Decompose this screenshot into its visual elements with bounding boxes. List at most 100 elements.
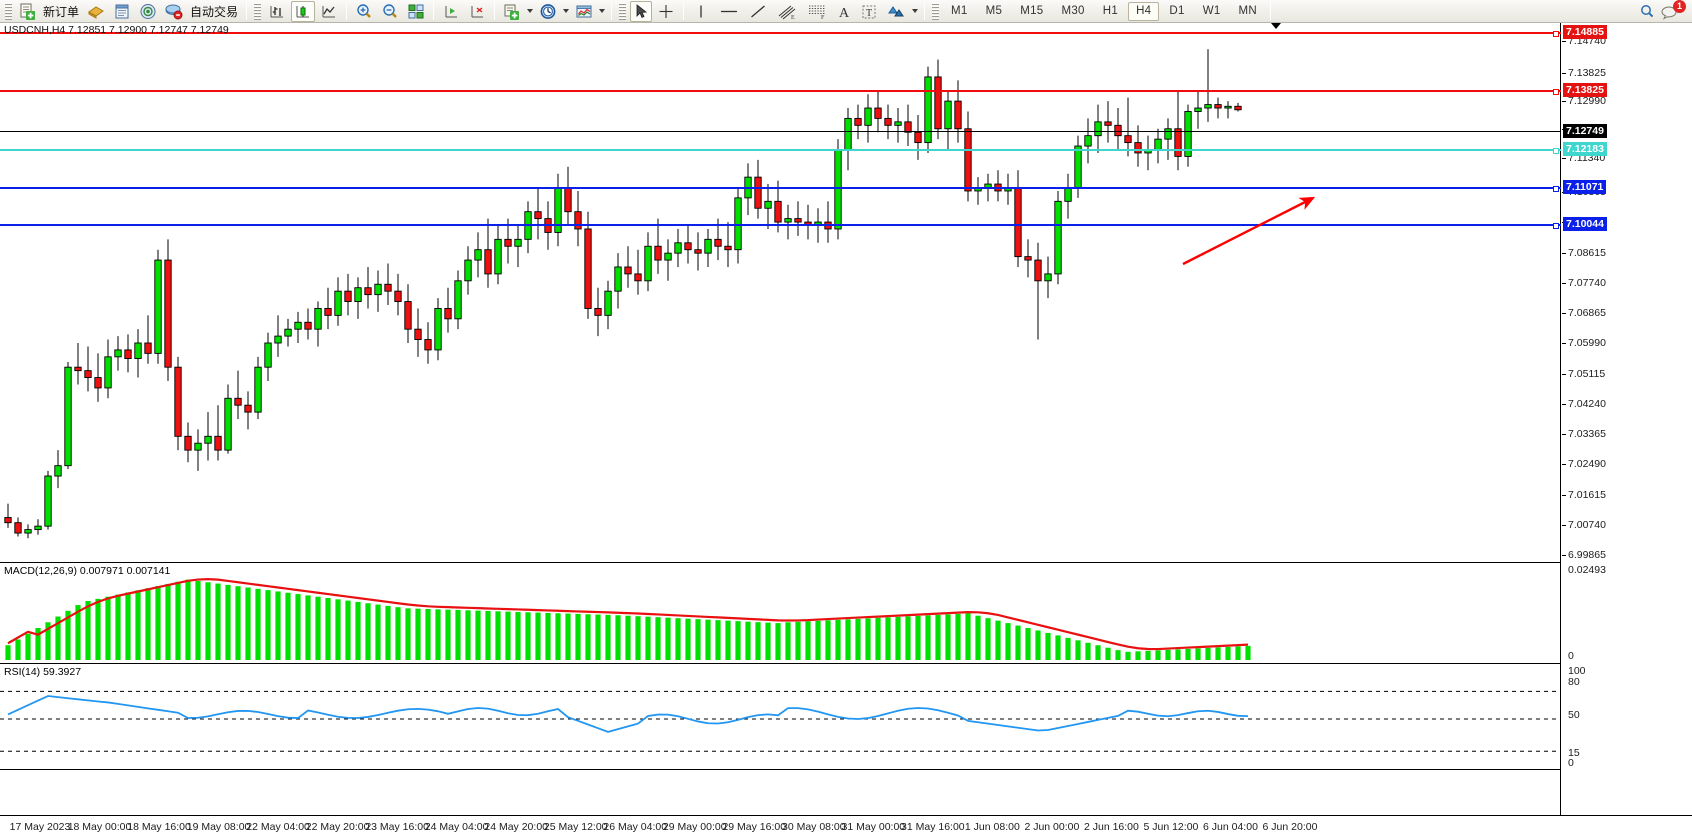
price-label-chip[interactable]: 7.10044	[1563, 217, 1607, 231]
chart-area[interactable]: USDCNH,H4 7.12851 7.12900 7.12747 7.1274…	[0, 23, 1692, 838]
macd-pane[interactable]: MACD(12,26,9) 0.007971 0.007141	[0, 564, 1561, 664]
price-label-chip[interactable]: 7.13825	[1563, 83, 1607, 97]
price-tick: 6.99865	[1562, 549, 1606, 561]
notification-icon[interactable]: 1	[1660, 0, 1686, 21]
toolbar-separator-6	[683, 2, 685, 20]
chart-shift-marker[interactable]	[1271, 23, 1281, 29]
shapes-dropdown-caret[interactable]	[912, 9, 919, 13]
timeframe-group: M1 M5 M15 M30 H1 H4 D1 W1 MN	[942, 1, 1266, 21]
bid-price-line[interactable]	[0, 131, 1561, 132]
time-tick-label: 2 Jun 00:00	[1024, 821, 1080, 833]
resistance-line-2[interactable]	[0, 89, 1561, 95]
resistance-line-1[interactable]	[0, 31, 1561, 37]
data-window-icon[interactable]	[110, 1, 134, 22]
time-tick-label: 29 May 16:00	[722, 821, 787, 833]
price-pane[interactable]: USDCNH,H4 7.12851 7.12900 7.12747 7.1274…	[0, 23, 1561, 563]
period-icon[interactable]	[536, 1, 560, 22]
timeframe-button-m15[interactable]: M15	[1020, 5, 1044, 17]
rsi-scale-0: 0	[1568, 757, 1574, 769]
cursor-icon[interactable]	[630, 0, 653, 22]
zoom-out-icon[interactable]	[378, 1, 402, 22]
toolbar-separator-4	[494, 2, 496, 20]
text-label-icon[interactable]: T	[857, 1, 881, 22]
timeframe-button-h4[interactable]: H4	[1128, 1, 1160, 21]
new-order-label[interactable]: 新订单	[43, 4, 80, 19]
shapes-icon[interactable]	[883, 1, 909, 22]
new-order-icon[interactable]	[16, 1, 39, 22]
expert-advisors-icon[interactable]	[84, 1, 108, 22]
navigator-icon[interactable]	[136, 1, 160, 22]
time-tick-label: 29 May 00:00	[662, 821, 727, 833]
svg-text:T: T	[866, 8, 872, 19]
time-tick-label: 31 May 16:00	[901, 821, 965, 833]
main-toolbar: 新订单 自动交易	[0, 0, 1692, 23]
fibonacci-icon[interactable]: F	[803, 1, 831, 22]
time-axis[interactable]: 17 May 2023 18 May 00:00 18 May 16:00 19 Ma…	[0, 815, 1692, 838]
timeframe-button-h1[interactable]: H1	[1102, 5, 1119, 17]
toolbar-grip-2[interactable]	[254, 2, 262, 20]
price-label-chip[interactable]: 7.11071	[1563, 180, 1607, 194]
cyan-level-line[interactable]	[0, 148, 1561, 154]
rsi-scale-50: 50	[1568, 709, 1580, 721]
chart-shift-icon[interactable]	[439, 1, 463, 22]
rsi-scale-15: 15	[1568, 747, 1580, 759]
toolbar-separator-1	[246, 2, 248, 20]
up-arrow-annotation[interactable]	[0, 23, 1561, 563]
timeframe-button-m5[interactable]: M5	[985, 5, 1003, 17]
toolbar-grip-3[interactable]	[619, 2, 627, 20]
indicators-dropdown-caret[interactable]	[599, 9, 606, 13]
price-label-chip[interactable]: 7.12183	[1563, 142, 1607, 156]
indicators-icon[interactable]	[572, 1, 596, 22]
toolbar-separator-7	[924, 2, 926, 20]
time-tick-label: 6 Jun 04:00	[1203, 821, 1258, 833]
timeframe-button-m1[interactable]: M1	[951, 5, 968, 17]
toolbar-grip-4[interactable]	[932, 2, 940, 20]
bar-chart-icon[interactable]	[265, 1, 289, 22]
zoom-in-icon[interactable]	[352, 1, 376, 22]
price-tick: 7.08615	[1562, 246, 1606, 259]
time-tick-label: 17 May 2023	[9, 821, 71, 833]
time-tick-label: 25 May 12:00	[543, 821, 608, 833]
vertical-line-icon[interactable]	[689, 1, 713, 22]
time-tick-label: 6 Jun 20:00	[1262, 821, 1318, 833]
chart-plot[interactable]: USDCNH,H4 7.12851 7.12900 7.12747 7.1274…	[0, 23, 1561, 815]
crosshair-icon[interactable]	[654, 1, 678, 22]
timeframe-button-m30[interactable]: M30	[1061, 5, 1085, 17]
timeframe-button-w1[interactable]: W1	[1202, 5, 1221, 17]
templates-dropdown-caret[interactable]	[527, 9, 534, 13]
toolbar-grip[interactable]	[5, 2, 12, 20]
price-tick: 7.01615	[1562, 488, 1606, 501]
macd-series	[5, 578, 1251, 660]
candlestick-icon[interactable]	[291, 0, 316, 22]
auto-scroll-icon[interactable]	[465, 1, 489, 22]
toolbar-separator-5	[611, 2, 613, 20]
rsi-series	[0, 690, 1561, 752]
period-dropdown-caret[interactable]	[563, 9, 570, 13]
price-axis[interactable]: 7.147407.138257.129907.121837.113407.103…	[1561, 23, 1692, 815]
timeframe-button-mn[interactable]: MN	[1238, 5, 1258, 17]
trendline-icon[interactable]	[745, 1, 771, 22]
price-tick: 7.12990	[1562, 95, 1606, 108]
timeframe-button-d1[interactable]: D1	[1169, 5, 1185, 17]
horizontal-line-icon[interactable]	[715, 1, 743, 22]
autotrading-label[interactable]: 自动交易	[190, 4, 239, 19]
svg-text:E: E	[791, 15, 795, 20]
text-icon[interactable]: A	[833, 1, 855, 22]
tile-windows-icon[interactable]	[404, 1, 428, 22]
search-icon[interactable]	[1635, 1, 1659, 22]
templates-icon[interactable]	[500, 1, 524, 22]
terminal-icon[interactable]	[162, 1, 186, 22]
price-label-chip[interactable]: 7.12749	[1563, 124, 1607, 138]
macd-scale-bottom: 0	[1568, 650, 1574, 662]
support-line-2[interactable]	[0, 223, 1561, 229]
time-tick-label: 22 May 20:00	[305, 821, 370, 833]
line-chart-icon[interactable]	[317, 1, 341, 22]
equidistant-channel-icon[interactable]: E	[773, 1, 801, 22]
price-label-chip[interactable]: 7.14885	[1563, 25, 1607, 39]
time-tick-label: 26 May 04:00	[603, 821, 668, 833]
support-line-1[interactable]	[0, 186, 1561, 192]
rsi-pane[interactable]: RSI(14) 59.3927	[0, 665, 1561, 770]
svg-text:A: A	[839, 6, 850, 20]
price-tick: 7.07740	[1562, 276, 1606, 289]
time-tick-label: 22 May 04:00	[246, 821, 310, 833]
